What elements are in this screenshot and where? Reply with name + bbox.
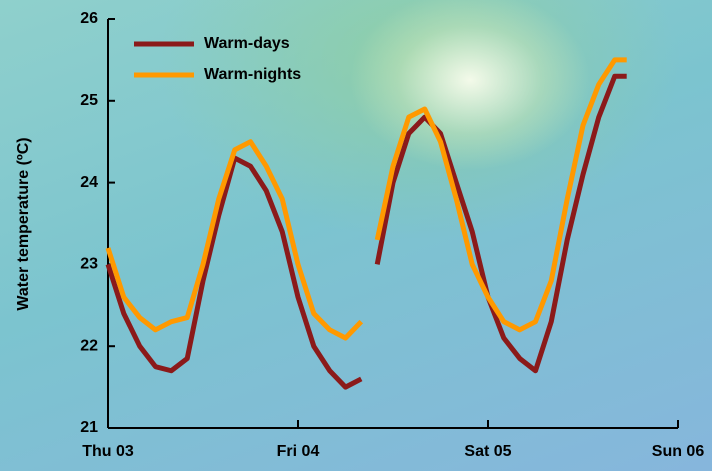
y-tick-label: 21 [80, 419, 98, 436]
y-axis-label: Water temperature (ºC) [15, 137, 32, 310]
x-tick-label: Thu 03 [82, 443, 134, 460]
y-tick-label: 26 [80, 10, 98, 27]
line-series [105, 155, 363, 390]
line-series [374, 73, 627, 374]
legend-label: Warm-days [204, 35, 290, 52]
y-tick-label: 24 [80, 174, 98, 191]
y-tick-label: 22 [80, 337, 98, 354]
line-series [374, 57, 627, 333]
x-tick-label: Sun 06 [652, 443, 705, 460]
legend-label: Warm-nights [204, 66, 301, 83]
y-tick-label: 25 [80, 92, 98, 109]
line-series [105, 139, 364, 341]
y-tick-label: 23 [80, 256, 98, 273]
x-tick-label: Fri 04 [277, 443, 320, 460]
x-tick-label: Sat 05 [464, 443, 511, 460]
